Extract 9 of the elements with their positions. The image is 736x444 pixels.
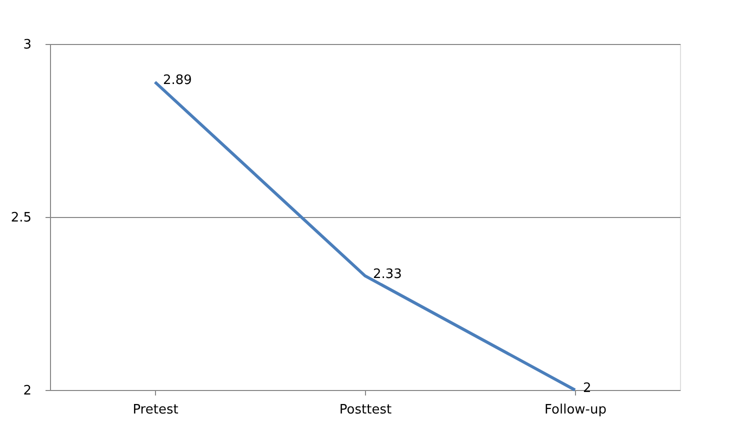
x-tick-label: Posttest (339, 402, 392, 418)
data-label: 2.33 (373, 266, 402, 282)
y-tick-label: 2.5 (10, 210, 32, 226)
x-tick-label: Follow-up (544, 402, 606, 418)
x-tick-label: Pretest (132, 402, 178, 418)
data-label: 2 (583, 381, 592, 396)
y-tick-label: 3 (23, 38, 32, 52)
data-label: 2.89 (163, 73, 192, 88)
y-tick-label: 2 (23, 384, 32, 398)
